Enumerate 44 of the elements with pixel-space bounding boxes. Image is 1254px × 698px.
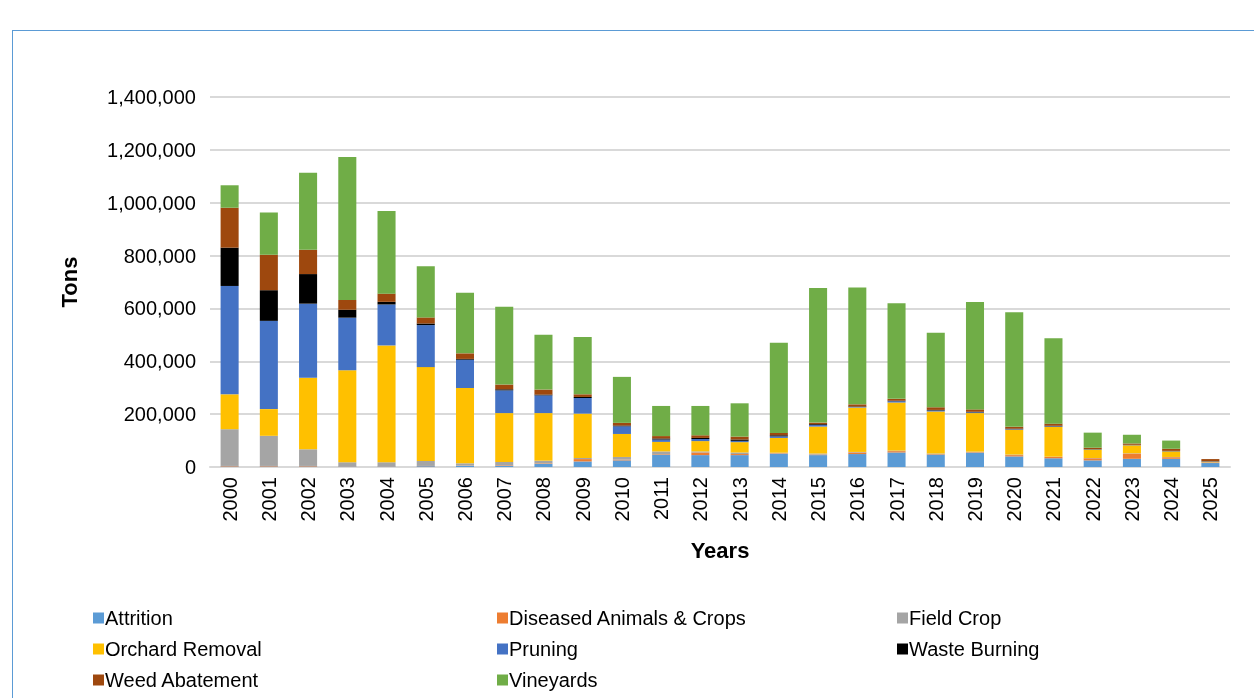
x-tick-label: 2010: [610, 477, 633, 522]
x-tick-label: 2004: [375, 477, 398, 522]
y-tick-label: 200,000: [123, 403, 196, 426]
x-tick-label: 2023: [1120, 477, 1143, 522]
x-tick-label: 2021: [1042, 477, 1065, 522]
x-tick-label: 2001: [257, 477, 280, 522]
x-tick-label: 2005: [414, 477, 437, 522]
x-tick-label: 2017: [885, 477, 908, 522]
x-tick-label: 2002: [297, 477, 320, 522]
y-tick-label: 0: [184, 456, 196, 478]
x-tick-label: 2003: [336, 477, 359, 522]
legend-label: Diseased Animals & Crops: [509, 607, 746, 629]
x-tick-label: 2012: [689, 477, 712, 522]
legend-label: Attrition: [105, 607, 173, 629]
x-tick-label: 2024: [1160, 477, 1183, 522]
y-tick-label: 1,200,000: [107, 138, 196, 161]
x-tick-label: 2020: [1003, 477, 1026, 522]
x-tick-label: 2000: [218, 477, 241, 522]
y-tick-label: 400,000: [123, 350, 196, 373]
y-tick-label: 1,400,000: [107, 86, 196, 108]
y-tick-label: 800,000: [123, 244, 196, 267]
x-tick-label: 2018: [924, 477, 947, 522]
x-axis-title: Years: [690, 537, 750, 563]
x-tick-label: 2016: [846, 477, 869, 522]
legend-label: Weed Abatement: [105, 669, 259, 691]
legend-label: Pruning: [509, 638, 578, 660]
legend-label: Field Crop: [909, 607, 1002, 629]
y-axis-title: Tons: [56, 256, 82, 308]
y-tick-label: 600,000: [123, 297, 196, 320]
x-tick-label: 2011: [650, 477, 673, 521]
x-tick-label: 2014: [767, 477, 790, 522]
x-tick-label: 2022: [1081, 477, 1104, 522]
x-tick-label: 2007: [493, 477, 516, 522]
x-tick-label: 2015: [807, 477, 830, 522]
x-tick-label: 2013: [728, 477, 751, 522]
x-tick-label: 2019: [964, 477, 986, 522]
x-tick-label: 2025: [1199, 477, 1222, 522]
x-tick-label: 2006: [454, 477, 476, 522]
y-tick-label: 1,000,000: [107, 191, 196, 214]
x-tick-label: 2008: [532, 477, 555, 522]
legend-label: Orchard Removal: [105, 638, 262, 660]
legend-label: Vineyards: [509, 669, 598, 691]
legend-label: Waste Burning: [909, 638, 1040, 660]
x-tick-label: 2009: [571, 477, 594, 522]
